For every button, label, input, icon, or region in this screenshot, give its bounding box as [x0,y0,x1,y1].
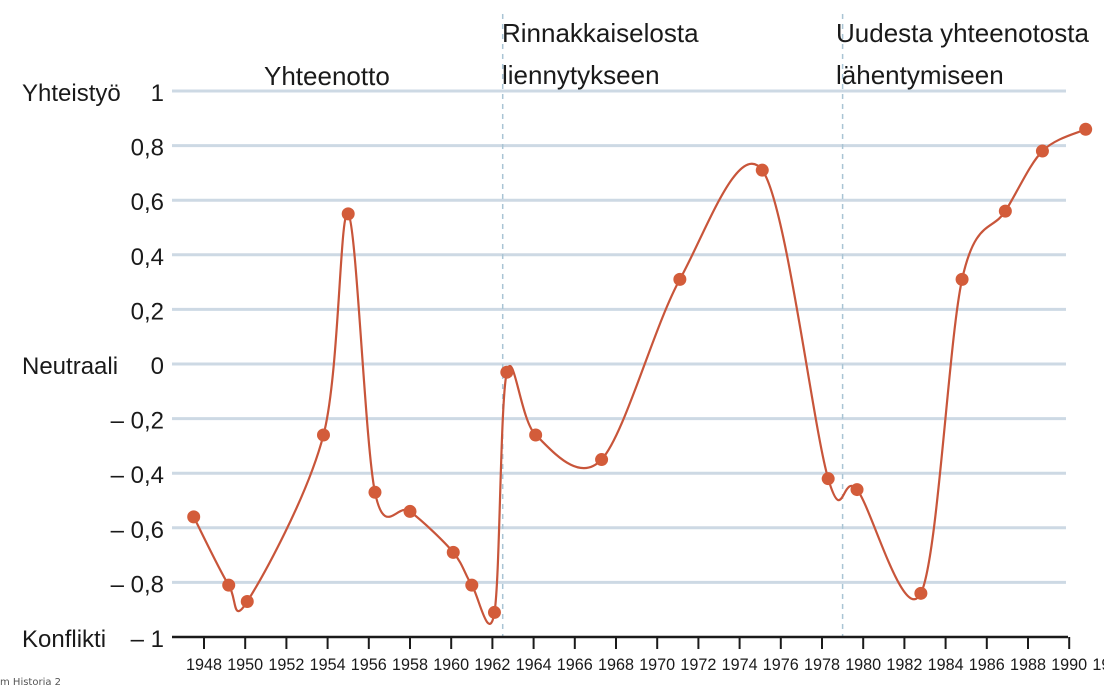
data-point [821,472,835,486]
y-tick-label: 1 [151,80,164,107]
x-tick-label: 1952 [268,655,304,674]
data-point [240,595,254,609]
y-tick-label: 0,6 [131,189,164,216]
data-point [465,578,479,592]
data-point [1035,144,1049,158]
data-point [529,428,543,442]
y-tick-label: 0,2 [131,298,164,325]
source-credit: m Historia 2 [0,677,62,688]
x-tick-label: 1982 [886,655,922,674]
x-tick-label: 1986 [969,655,1005,674]
y-tick-label: – 1 [131,626,164,653]
y-category-label: Yhteistyö [22,80,121,107]
data-point [755,163,769,177]
data-point [316,428,330,442]
x-tick-label: 1976 [763,655,799,674]
data-point [187,510,201,524]
period-label: Rinnakkaiselosta [502,18,699,48]
y-tick-label: – 0,2 [111,408,164,435]
x-tick-label: 1974 [722,655,758,674]
x-tick-label: 1992 [1092,655,1104,674]
x-tick-label: 1980 [845,655,881,674]
x-tick-label: 1966 [557,655,593,674]
series-line [192,128,1087,625]
x-tick-label: 1950 [227,655,263,674]
data-point [595,453,609,467]
period-label: lähentymiseen [836,60,1004,90]
y-category-label: Konflikti [22,626,106,653]
period-label: Uudesta yhteenotosta [836,18,1089,48]
y-tick-label: 0,4 [131,244,164,271]
x-tick-label: 1962 [474,655,510,674]
data-point [222,578,236,592]
x-tick-label: 1978 [804,655,840,674]
data-point [850,483,864,497]
x-tick-label: 1956 [351,655,387,674]
y-tick-label: 0,8 [131,135,164,162]
x-tick-label: 1988 [1010,655,1046,674]
x-tick-label: 1990 [1051,655,1087,674]
x-tick-label: 1968 [598,655,634,674]
y-tick-label: – 0,8 [111,571,164,598]
data-point [914,586,928,600]
period-label: Yhteenotto [264,61,390,91]
x-tick-label: 1984 [928,655,964,674]
data-point [673,272,687,286]
x-tick-label: 1972 [680,655,716,674]
data-point [368,485,382,499]
data-point [955,272,969,286]
x-tick-label: 1948 [186,655,222,674]
x-tick-label: 1960 [433,655,469,674]
data-point [403,504,417,518]
x-tick-label: 1970 [639,655,675,674]
y-tick-label: 0 [151,353,164,380]
data-point [1079,122,1093,136]
data-point [446,545,460,559]
data-point [487,605,501,619]
y-tick-label: – 0,6 [111,517,164,544]
period-label: liennytykseen [502,60,660,90]
line-chart: 1948 1950 1952 1954 1956 1958 1960 1962 1964 1966… [22,14,1104,674]
data-point [500,365,514,379]
data-point [998,204,1012,218]
x-tick-label: 1954 [310,655,346,674]
data-point [341,207,355,221]
x-tick-label: 1964 [516,655,552,674]
y-tick-label: – 0,4 [111,462,164,489]
y-category-label: Neutraali [22,353,118,380]
x-tick-label: 1958 [392,655,428,674]
